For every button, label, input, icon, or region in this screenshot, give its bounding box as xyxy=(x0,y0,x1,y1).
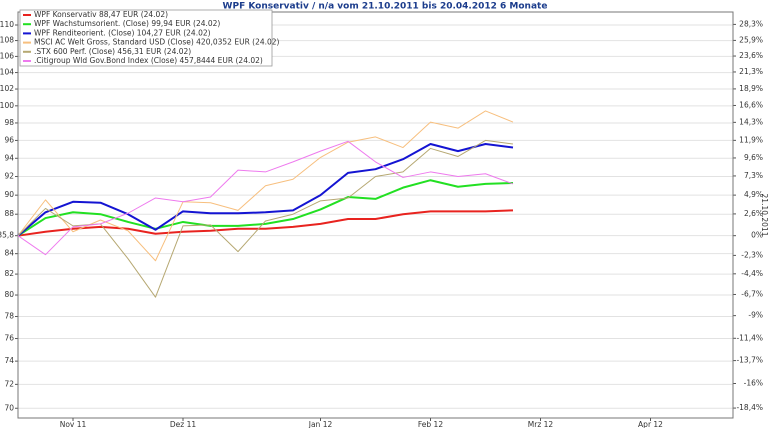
series-line xyxy=(17,110,514,262)
y2-tick-label: -13,7% xyxy=(736,356,763,365)
y2-axis-label: 21.10.2011 xyxy=(760,194,769,237)
y-tick-label: 88 xyxy=(4,209,14,218)
y-tick-label: 92 xyxy=(4,172,14,181)
y2-tick-label: 25,9% xyxy=(739,35,763,44)
x-tick-label: Dez 11 xyxy=(170,420,196,428)
y-tick-label: 70 xyxy=(4,403,14,412)
y2-tick-label: 28,3% xyxy=(739,19,763,28)
y2-tick-label: -11,4% xyxy=(736,333,763,342)
y-tick-label: 98 xyxy=(4,118,14,127)
y-tick-label: 110 xyxy=(0,20,14,29)
y2-tick-label: -6,7% xyxy=(741,289,763,298)
y-tick-label: 84 xyxy=(4,249,14,258)
x-tick-label: Jan 12 xyxy=(308,420,333,428)
legend-label: WPF Wachstumsorient. (Close) 99,94 EUR (… xyxy=(34,19,220,28)
legend-label: .STX 600 Perf. (Close) 456,31 EUR (24.02… xyxy=(34,47,191,56)
y-tick-label: 96 xyxy=(4,135,14,144)
x-tick-label: Mrz 12 xyxy=(528,420,554,428)
legend-label: WPF Konservativ 88,47 EUR (24.02) xyxy=(34,10,168,19)
x-tick-label: Feb 12 xyxy=(418,420,443,428)
y2-tick-label: 2,6% xyxy=(744,209,763,218)
x-tick-label: Nov 11 xyxy=(60,420,87,428)
plot-frame xyxy=(17,11,734,419)
y2-tick-label: -16% xyxy=(744,378,763,387)
y2-tick-label: 4,9% xyxy=(744,190,763,199)
y2-tick-label: 7,3% xyxy=(744,171,763,180)
y-tick-label: 104 xyxy=(0,68,14,77)
legend-label: .Citigroup Wld Gov.Bond Index (Close) 45… xyxy=(34,56,263,65)
y2-tick-label: -4,4% xyxy=(741,269,763,278)
y2-tick-label: 23,6% xyxy=(739,51,763,60)
y2-tick-label: -2,3% xyxy=(741,250,763,259)
y2-tick-label: 9,6% xyxy=(744,153,763,162)
y2-tick-label: 16,6% xyxy=(739,100,763,109)
series-line xyxy=(17,179,514,237)
y2-tick-label: 14,3% xyxy=(739,117,763,126)
series-line xyxy=(17,142,514,237)
y-tick-label: 85,8 xyxy=(0,231,14,240)
y2-tick-label: -9% xyxy=(748,311,763,320)
y2-tick-label: 11,9% xyxy=(739,135,763,144)
y-tick-label: 72 xyxy=(4,379,14,388)
y-tick-label: 102 xyxy=(0,84,14,93)
chart-title: WPF Konservativ / n/a vom 21.10.2011 bis… xyxy=(223,2,548,12)
legend-label: MSCI AC Welt Gross, Standard USD (Close)… xyxy=(34,38,280,47)
y-tick-label: 80 xyxy=(4,290,14,299)
y2-tick-label: -18,4% xyxy=(736,403,763,412)
y2-tick-label: 0% xyxy=(751,231,763,240)
legend-label: WPF Renditeorient. (Close) 104,27 EUR (2… xyxy=(34,28,211,37)
y2-tick-label: 18,9% xyxy=(739,84,763,93)
y-tick-label: 76 xyxy=(4,334,14,343)
y2-tick-label: 21,3% xyxy=(739,67,763,76)
y-tick-label: 90 xyxy=(4,190,14,199)
series-line xyxy=(17,140,514,256)
legend-box xyxy=(19,9,273,67)
y-tick-label: 78 xyxy=(4,311,14,320)
y-tick-label: 100 xyxy=(0,101,14,110)
x-tick-label: Apr 12 xyxy=(638,420,663,428)
y-tick-label: 82 xyxy=(4,269,14,278)
y-tick-label: 108 xyxy=(0,36,14,45)
series-line xyxy=(17,209,514,237)
y-tick-label: 94 xyxy=(4,153,14,162)
y-tick-label: 106 xyxy=(0,51,14,60)
y-tick-label: 74 xyxy=(4,356,14,365)
